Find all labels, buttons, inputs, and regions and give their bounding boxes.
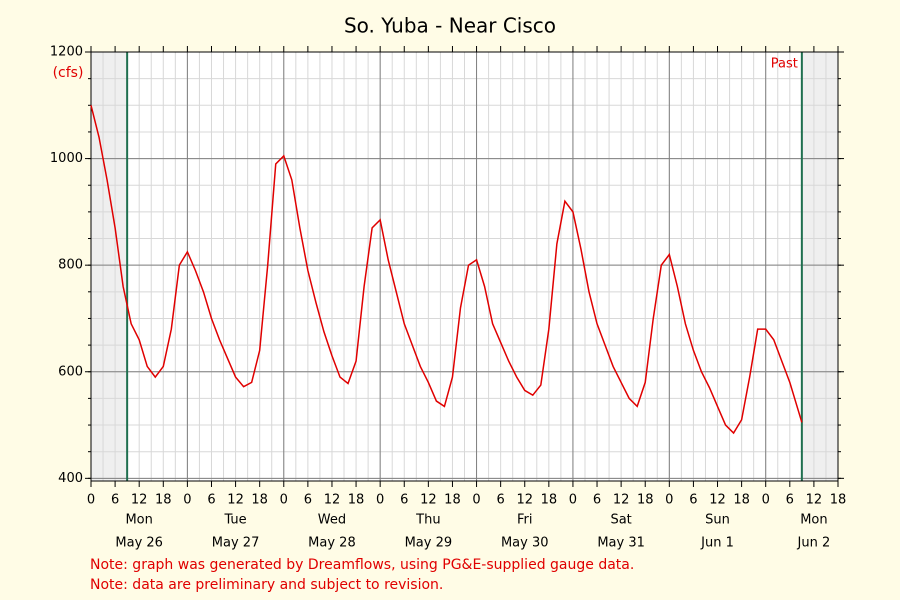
date-label: May 29	[405, 536, 453, 551]
y-tick-label: 800	[58, 258, 83, 273]
date-label: Jun 2	[797, 536, 831, 551]
weekday-label: Sat	[610, 513, 631, 528]
weekday-label: Mon	[125, 513, 152, 528]
x-tick-label: 12	[516, 493, 533, 508]
date-label: May 31	[597, 536, 645, 551]
y-tick-label: 1200	[50, 45, 83, 60]
y-tick-label: 600	[58, 364, 83, 379]
x-tick-label: 0	[665, 493, 673, 508]
date-label: May 28	[308, 536, 356, 551]
x-tick-label: 6	[497, 493, 505, 508]
x-tick-label: 6	[111, 493, 119, 508]
flow-line	[90, 105, 803, 435]
x-tick-label: 12	[324, 493, 341, 508]
x-tick-label: 6	[786, 493, 794, 508]
x-tick-label: 0	[183, 493, 191, 508]
x-tick-label: 18	[733, 493, 750, 508]
weekday-label: Tue	[223, 513, 246, 528]
y-tick-label: 1000	[50, 151, 83, 166]
x-tick-label: 12	[131, 493, 148, 508]
x-tick-label: 18	[348, 493, 365, 508]
x-tick-label: 18	[541, 493, 558, 508]
future-shade	[801, 52, 838, 481]
x-tick-label: 12	[420, 493, 437, 508]
weekday-label: Thu	[415, 513, 440, 528]
chart-title: So. Yuba - Near Cisco	[344, 14, 556, 38]
x-tick-label: 12	[613, 493, 630, 508]
weekday-label: Sun	[705, 513, 730, 528]
x-tick-label: 18	[444, 493, 461, 508]
x-tick-label: 6	[207, 493, 215, 508]
weekday-label: Mon	[800, 513, 827, 528]
x-tick-label: 18	[637, 493, 654, 508]
x-tick-label: 6	[400, 493, 408, 508]
date-label: May 27	[212, 536, 260, 551]
weekday-label: Fri	[517, 513, 533, 528]
x-tick-label: 6	[689, 493, 697, 508]
note: Note: data are preliminary and subject t…	[90, 577, 443, 593]
x-tick-label: 0	[762, 493, 770, 508]
x-tick-label: 6	[593, 493, 601, 508]
weekday-label: Wed	[318, 513, 346, 528]
x-tick-label: 18	[830, 493, 847, 508]
x-tick-label: 6	[304, 493, 312, 508]
x-tick-label: 0	[569, 493, 577, 508]
x-tick-label: 0	[87, 493, 95, 508]
x-tick-label: 0	[376, 493, 384, 508]
y-tick-label: 400	[58, 471, 83, 486]
past-shade	[91, 52, 128, 481]
y-unit: (cfs)	[53, 65, 84, 81]
date-label: Jun 1	[700, 536, 734, 551]
past-label: Past	[771, 57, 798, 72]
x-tick-label: 0	[280, 493, 288, 508]
x-tick-label: 12	[709, 493, 726, 508]
note: Note: graph was generated by Dreamflows,…	[90, 557, 634, 573]
x-tick-label: 18	[251, 493, 268, 508]
plot-frame	[90, 51, 839, 482]
date-label: May 26	[115, 536, 163, 551]
date-label: May 30	[501, 536, 549, 551]
x-tick-label: 18	[155, 493, 172, 508]
x-tick-label: 12	[806, 493, 823, 508]
x-tick-label: 0	[472, 493, 480, 508]
x-tick-label: 12	[227, 493, 244, 508]
